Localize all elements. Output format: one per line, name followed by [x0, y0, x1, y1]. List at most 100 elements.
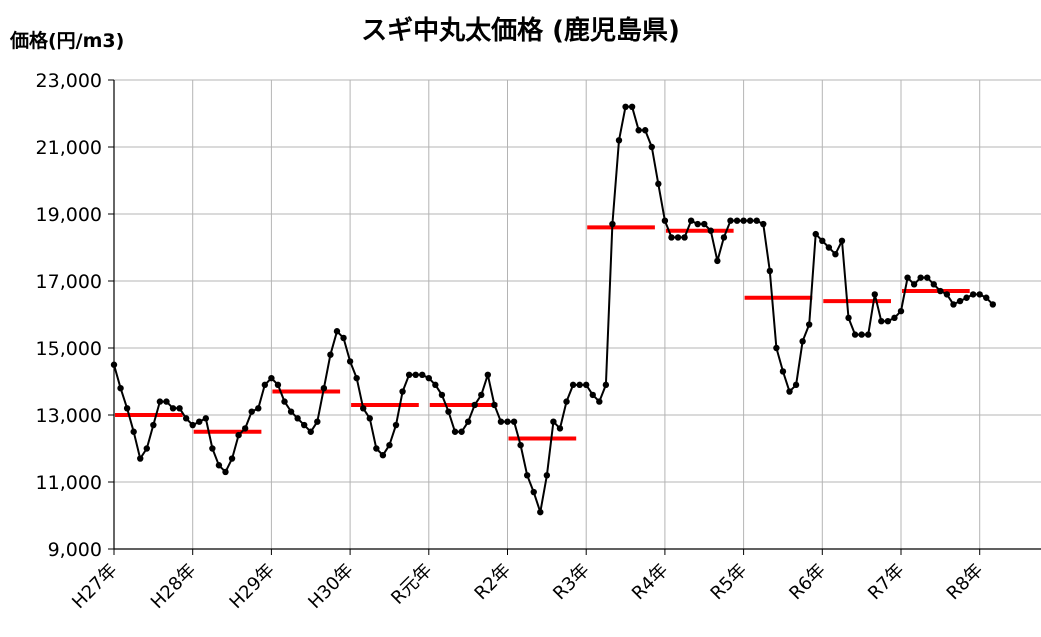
data-point — [714, 257, 721, 265]
data-point — [786, 388, 793, 395]
data-point — [497, 418, 505, 425]
data-point — [550, 418, 557, 425]
data-point — [471, 401, 478, 409]
data-point — [556, 425, 564, 432]
data-point — [989, 301, 997, 308]
data-point — [432, 381, 439, 389]
data-point — [897, 307, 905, 315]
data-point — [917, 274, 924, 281]
price-line — [113, 105, 994, 514]
data-point — [307, 428, 314, 435]
data-point — [799, 338, 806, 345]
data-point — [687, 217, 695, 224]
data-point — [419, 371, 426, 378]
data-point — [366, 415, 373, 422]
data-point — [779, 368, 787, 375]
data-point — [694, 220, 701, 228]
data-point — [924, 274, 931, 281]
data-point — [596, 398, 603, 405]
data-point — [241, 425, 249, 432]
data-point — [150, 421, 157, 429]
data-point — [845, 314, 852, 322]
data-point — [392, 421, 400, 429]
data-point — [281, 398, 288, 405]
data-point — [983, 294, 990, 301]
data-point — [655, 180, 662, 188]
data-point — [327, 351, 334, 358]
data-point — [622, 103, 629, 111]
y-tick-label: 21,000 — [36, 137, 102, 159]
data-point — [458, 428, 465, 435]
data-point — [543, 472, 551, 479]
data-point — [609, 220, 616, 228]
x-tick-label: R元年 — [387, 560, 436, 609]
data-point — [930, 281, 937, 288]
data-point — [707, 227, 715, 234]
data-point — [156, 398, 164, 405]
data-point — [137, 455, 144, 462]
data-point — [635, 127, 642, 134]
data-point — [766, 267, 774, 275]
x-tick-label: H28年 — [147, 560, 200, 613]
data-point — [405, 371, 413, 378]
data-point — [733, 217, 741, 224]
x-tick-label: R7年 — [864, 560, 909, 605]
data-point — [956, 297, 964, 305]
data-point — [969, 291, 977, 298]
data-point — [950, 301, 957, 308]
data-point — [648, 143, 655, 151]
data-point — [760, 220, 767, 228]
data-point — [399, 388, 406, 395]
data-point — [910, 281, 918, 288]
data-point — [248, 408, 255, 415]
y-tick-label: 17,000 — [36, 271, 102, 293]
data-point — [445, 408, 452, 415]
data-point — [484, 371, 492, 378]
data-point — [386, 441, 393, 449]
data-point — [523, 472, 531, 479]
data-point — [438, 391, 446, 399]
x-tick-label: R8年 — [943, 560, 988, 605]
data-point — [668, 234, 675, 241]
chart-title: スギ中丸太価格 (鹿児島県) — [361, 16, 680, 46]
data-point — [963, 294, 970, 301]
data-point — [628, 103, 636, 111]
y-tick-label: 9,000 — [48, 539, 102, 561]
data-point — [563, 398, 570, 405]
x-tick-label: R5年 — [707, 560, 752, 605]
data-point — [464, 418, 472, 425]
data-point — [300, 421, 308, 429]
data-point — [865, 331, 872, 338]
data-point — [491, 401, 498, 409]
data-point — [537, 508, 544, 516]
data-point — [235, 431, 242, 439]
data-point — [320, 385, 328, 392]
data-point — [360, 405, 367, 412]
data-point — [163, 398, 170, 405]
data-point — [832, 251, 839, 258]
data-point — [642, 127, 649, 134]
data-point — [976, 291, 983, 298]
data-point — [812, 230, 819, 238]
data-point — [228, 455, 236, 462]
data-point — [576, 381, 583, 389]
y-tick-label: 19,000 — [36, 204, 102, 226]
data-point — [287, 408, 295, 415]
data-point — [753, 217, 760, 224]
data-point — [878, 318, 885, 325]
y-tick-label: 15,000 — [36, 338, 102, 360]
data-point — [123, 405, 131, 412]
data-point — [294, 415, 301, 422]
y-axis-label: 価格(円/m3) — [10, 30, 125, 52]
data-point — [504, 418, 511, 425]
x-tick-label: H29年 — [226, 560, 279, 613]
y-tick-label: 13,000 — [36, 405, 102, 427]
data-point — [143, 445, 150, 452]
data-point — [373, 445, 380, 452]
data-point — [602, 381, 610, 389]
data-point — [412, 371, 419, 378]
data-point — [268, 374, 275, 382]
data-point — [451, 428, 459, 435]
data-point — [255, 405, 262, 412]
